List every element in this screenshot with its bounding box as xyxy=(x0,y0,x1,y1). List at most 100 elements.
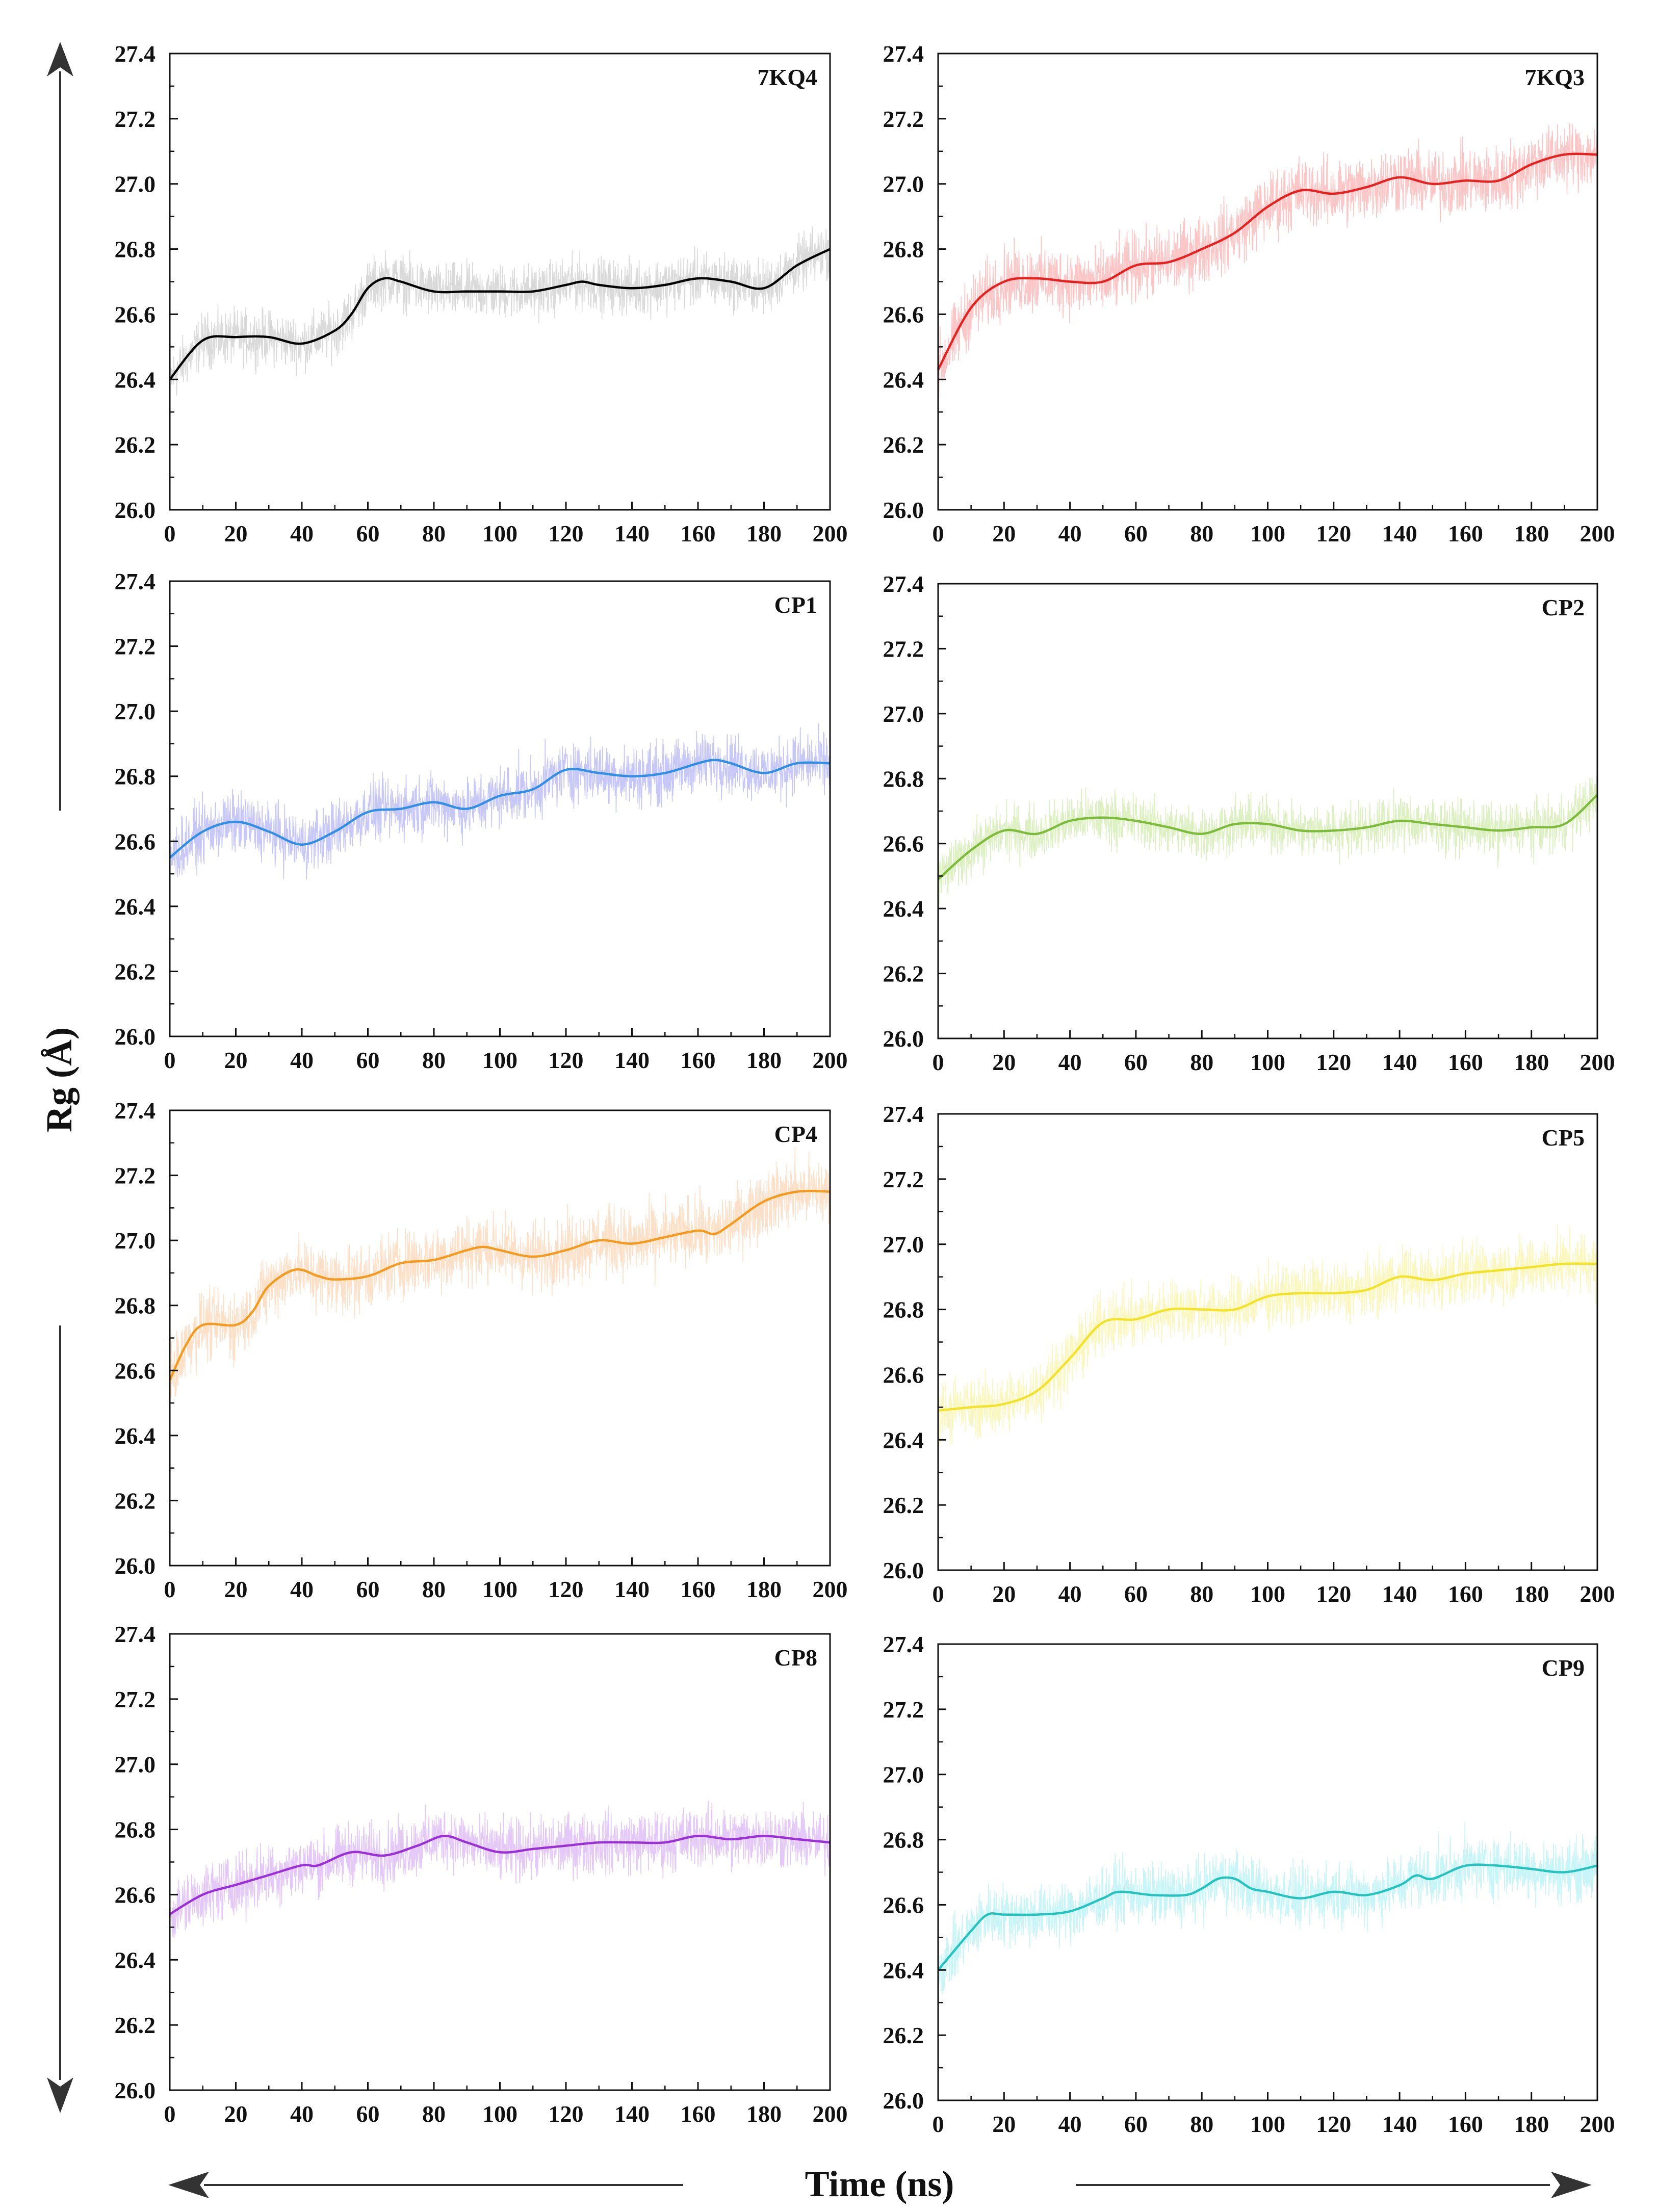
x-tick-label: 40 xyxy=(1058,2111,1082,2137)
x-tick-label: 180 xyxy=(1514,2111,1549,2137)
y-tick-label: 26.2 xyxy=(115,2012,156,2038)
x-tick-label: 100 xyxy=(1250,1049,1285,1075)
x-tick-label: 200 xyxy=(813,521,848,547)
x-tick-label: 100 xyxy=(482,2101,517,2127)
y-tick-label: 27.0 xyxy=(115,1228,156,1254)
x-tick-label: 120 xyxy=(549,521,584,547)
panel-label: 7KQ4 xyxy=(757,64,817,90)
panel-cp9: 0 20 40 60 80 100 120 140 160 180 200 26.0 26.2 26.4 2… xyxy=(883,1631,1615,2137)
plot-frame xyxy=(937,1113,1598,1571)
x-tick-label: 160 xyxy=(681,1047,716,1073)
x-tick-label: 40 xyxy=(290,2101,314,2127)
panel-label: 7KQ3 xyxy=(1524,64,1585,90)
panel-cp5: 0 20 40 60 80 100 120 140 160 180 200 26.0 26.2 26.4 2… xyxy=(883,1101,1615,1607)
y-tick-label: 26.8 xyxy=(883,1297,924,1323)
y-tick-label: 27.2 xyxy=(115,1686,156,1712)
x-tick-label: 20 xyxy=(992,1581,1016,1607)
x-tick-label: 100 xyxy=(482,1047,517,1073)
x-tick-label: 200 xyxy=(813,2101,848,2127)
panel-label: CP9 xyxy=(1542,1655,1585,1681)
y-tick-label: 26.0 xyxy=(115,1024,156,1050)
y-tick-label: 26.4 xyxy=(883,896,924,922)
y-tick-label: 26.4 xyxy=(883,367,924,393)
y-tick-label: 26.6 xyxy=(115,1882,156,1908)
bottom-horizontal-arrow xyxy=(168,2172,1592,2198)
y-tick-label: 27.0 xyxy=(883,1762,924,1788)
panel-label: CP1 xyxy=(774,592,817,618)
y-tick-label: 26.0 xyxy=(115,1553,156,1579)
x-tick-label: 20 xyxy=(224,2101,248,2127)
x-tick-label: 120 xyxy=(1316,1049,1351,1075)
left-vertical-arrow xyxy=(47,42,73,2113)
y-tick-label: 26.0 xyxy=(883,497,924,523)
y-tick-label: 27.2 xyxy=(883,1166,924,1192)
x-tick-label: 200 xyxy=(1580,1049,1615,1075)
y-tick-label: 26.6 xyxy=(115,828,156,854)
x-tick-label: 140 xyxy=(1382,521,1417,547)
x-tick-label: 160 xyxy=(681,2101,716,2127)
panel-cp4: 0 20 40 60 80 100 120 140 160 180 200 26.0 26.2 26.4 2… xyxy=(115,1098,848,1602)
y-tick-label: 27.4 xyxy=(883,571,924,597)
y-tick-label: 27.4 xyxy=(883,1631,924,1657)
x-tick-label: 200 xyxy=(1580,1581,1615,1607)
x-tick-label: 140 xyxy=(614,521,650,547)
y-tick-label: 26.4 xyxy=(115,894,156,920)
x-tick-label: 20 xyxy=(224,1047,248,1073)
x-tick-label: 0 xyxy=(164,1047,176,1073)
x-tick-label: 100 xyxy=(482,1576,517,1602)
plot-frame xyxy=(169,1109,831,1567)
y-tick-label: 26.2 xyxy=(883,1492,924,1518)
y-tick-label: 27.4 xyxy=(883,1101,924,1127)
x-tick-label: 60 xyxy=(356,1047,380,1073)
raw-trace-cp8 xyxy=(169,1800,831,1938)
y-tick-label: 27.2 xyxy=(883,636,924,662)
y-tick-label: 26.2 xyxy=(883,432,924,458)
y-tick-label: 26.4 xyxy=(883,1957,924,1983)
x-tick-label: 100 xyxy=(1250,2111,1285,2137)
x-tick-label: 20 xyxy=(224,521,248,547)
y-tick-label: 26.0 xyxy=(883,2088,924,2114)
y-tick-label: 27.4 xyxy=(115,568,156,594)
raw-trace-7kq4 xyxy=(169,226,831,396)
x-tick-label: 40 xyxy=(290,1576,314,1602)
y-tick-label: 26.6 xyxy=(883,1892,924,1918)
x-tick-label: 180 xyxy=(746,521,782,547)
x-tick-label: 60 xyxy=(1124,2111,1148,2137)
y-tick-label: 27.2 xyxy=(115,106,156,132)
x-tick-label: 120 xyxy=(1316,521,1351,547)
x-tick-label: 140 xyxy=(1382,1049,1417,1075)
x-tick-label: 0 xyxy=(933,2111,944,2137)
y-tick-label: 27.4 xyxy=(115,1098,156,1124)
y-tick-label: 27.0 xyxy=(115,698,156,724)
x-tick-label: 60 xyxy=(356,521,380,547)
smoothed-line-7kq4 xyxy=(169,248,831,380)
panel-label: CP4 xyxy=(774,1121,817,1147)
x-tick-label: 120 xyxy=(549,2101,584,2127)
plot-frame xyxy=(169,580,831,1037)
x-tick-label: 180 xyxy=(1514,1049,1549,1075)
y-tick-label: 27.4 xyxy=(115,41,156,67)
y-tick-label: 26.6 xyxy=(883,301,924,327)
x-tick-label: 60 xyxy=(1124,521,1148,547)
y-tick-label: 26.0 xyxy=(883,1557,924,1583)
x-tick-label: 40 xyxy=(1058,1049,1082,1075)
y-tick-label: 26.8 xyxy=(115,1293,156,1319)
y-tick-label: 26.2 xyxy=(883,2022,924,2048)
x-tick-label: 80 xyxy=(422,521,446,547)
x-tick-label: 80 xyxy=(422,2101,446,2127)
y-tick-label: 26.4 xyxy=(115,1947,156,1973)
smoothed-line-cp8 xyxy=(169,1835,831,1915)
x-tick-label: 140 xyxy=(1382,1581,1417,1607)
panel-label: CP5 xyxy=(1542,1125,1585,1151)
x-tick-label: 0 xyxy=(164,521,176,547)
x-tick-label: 180 xyxy=(746,2101,782,2127)
panel-cp2: 0 20 40 60 80 100 120 140 160 180 200 26.0 26.2 26.4 2… xyxy=(883,571,1615,1075)
y-tick-label: 26.8 xyxy=(115,1817,156,1843)
panel-7kq4: 0 20 40 60 80 100 120 140 160 180 200 26.0 26.2 26.4 2… xyxy=(115,41,848,547)
x-tick-label: 200 xyxy=(1580,521,1615,547)
x-tick-label: 140 xyxy=(614,2101,650,2127)
arrow-up-icon xyxy=(47,42,73,76)
x-tick-label: 60 xyxy=(356,1576,380,1602)
x-tick-label: 100 xyxy=(1250,1581,1285,1607)
y-tick-label: 26.0 xyxy=(115,2077,156,2103)
